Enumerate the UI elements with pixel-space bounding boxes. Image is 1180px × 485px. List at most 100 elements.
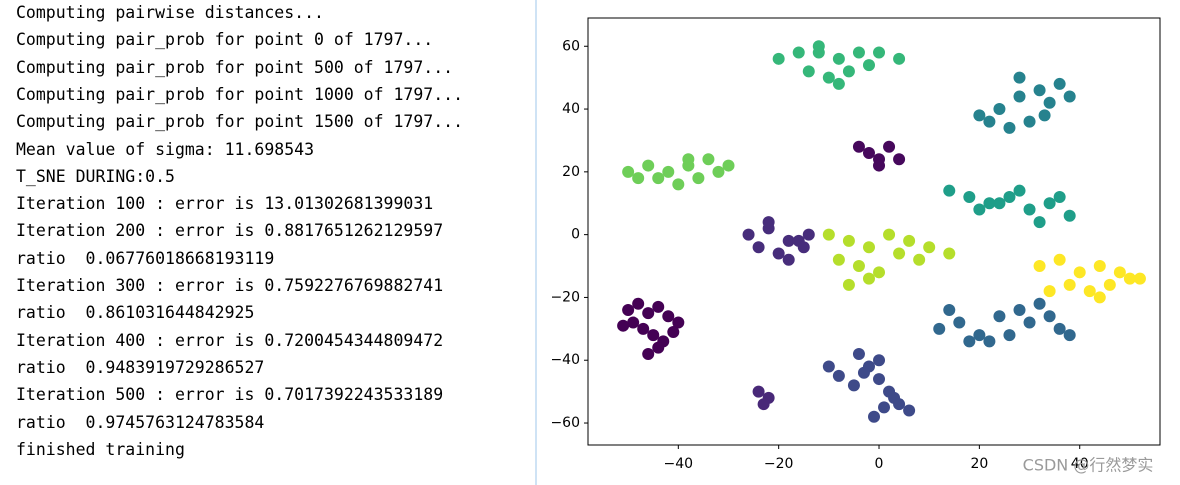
console-line: Mean value of sigma: 11.698543 <box>16 139 315 159</box>
point <box>762 216 775 229</box>
point <box>822 360 835 373</box>
point <box>752 385 765 398</box>
point <box>862 241 875 254</box>
x-tick-label: 20 <box>970 456 988 472</box>
console-line: finished training <box>16 439 185 459</box>
point <box>617 319 630 332</box>
point <box>893 247 906 260</box>
point <box>893 52 906 65</box>
point <box>692 172 705 185</box>
point <box>757 398 770 411</box>
point <box>873 46 886 59</box>
point <box>642 159 655 172</box>
point <box>782 234 795 247</box>
x-tick-label: 0 <box>875 456 884 472</box>
point <box>702 153 715 166</box>
point <box>873 354 886 367</box>
point <box>862 59 875 72</box>
point <box>1043 310 1056 323</box>
console-line: Computing pair_prob for point 0 of 1797.… <box>16 30 434 50</box>
point <box>752 241 765 254</box>
point <box>842 234 855 247</box>
point <box>983 335 996 348</box>
point <box>832 52 845 65</box>
point <box>1043 96 1056 109</box>
point <box>632 297 645 310</box>
point <box>627 316 640 329</box>
point <box>1053 253 1066 266</box>
point <box>852 46 865 59</box>
point <box>792 46 805 59</box>
point <box>913 253 926 266</box>
point <box>642 307 655 320</box>
point <box>1033 297 1046 310</box>
point <box>782 253 795 266</box>
point <box>983 197 996 210</box>
point <box>873 373 886 386</box>
plot-frame <box>587 17 1161 446</box>
point <box>1023 203 1036 216</box>
point <box>842 65 855 78</box>
point <box>772 52 785 65</box>
point <box>868 410 880 423</box>
point <box>963 335 976 348</box>
point <box>1123 272 1136 285</box>
point <box>1133 272 1146 285</box>
point <box>802 228 815 241</box>
point <box>797 241 810 254</box>
y-tick-label: 40 <box>562 101 580 117</box>
point <box>832 253 845 266</box>
point <box>822 71 835 84</box>
y-tick-label: 20 <box>562 164 580 180</box>
point <box>1103 278 1116 291</box>
point <box>1043 197 1056 210</box>
point <box>852 260 865 273</box>
point <box>973 109 986 122</box>
point <box>652 300 665 313</box>
console-output: Computing pairwise distances... Computing… <box>0 0 534 485</box>
point <box>943 303 956 316</box>
console-line: ratio 0.06776018668193119 <box>16 248 275 268</box>
point <box>903 404 916 417</box>
point <box>1093 291 1106 304</box>
console-line: T_SNE DURING:0.5 <box>16 166 175 186</box>
point <box>672 178 685 191</box>
point <box>943 247 956 260</box>
point <box>682 153 695 166</box>
point <box>1013 71 1026 84</box>
x-tick-label: −40 <box>664 456 694 472</box>
console-line: ratio 0.861031644842925 <box>16 303 255 323</box>
point <box>1003 190 1016 203</box>
y-tick-label: −40 <box>550 352 580 368</box>
console-line: ratio 0.9483919729286527 <box>16 357 265 377</box>
y-tick-label: 60 <box>562 38 580 54</box>
point <box>933 322 946 335</box>
y-tick-label: −60 <box>550 415 580 431</box>
point <box>772 247 785 260</box>
point <box>1053 77 1066 90</box>
point <box>662 165 675 178</box>
console-line: Computing pair_prob for point 1000 of 17… <box>16 84 464 104</box>
point <box>712 165 725 178</box>
point <box>1013 184 1026 197</box>
point <box>973 203 986 216</box>
point <box>1013 90 1026 103</box>
point <box>943 184 956 197</box>
point <box>1033 216 1046 229</box>
point <box>923 241 936 254</box>
console-line: Computing pair_prob for point 500 of 179… <box>16 57 454 77</box>
x-tick-label: 40 <box>1071 456 1089 472</box>
point <box>993 103 1006 116</box>
point <box>1093 260 1106 273</box>
point <box>722 159 735 172</box>
console-line: Computing pair_prob for point 1500 of 17… <box>16 112 464 132</box>
point <box>672 316 685 329</box>
point <box>632 172 645 185</box>
point <box>832 369 845 382</box>
point <box>662 310 675 323</box>
point <box>847 379 860 392</box>
point <box>983 115 996 128</box>
point <box>888 391 901 404</box>
